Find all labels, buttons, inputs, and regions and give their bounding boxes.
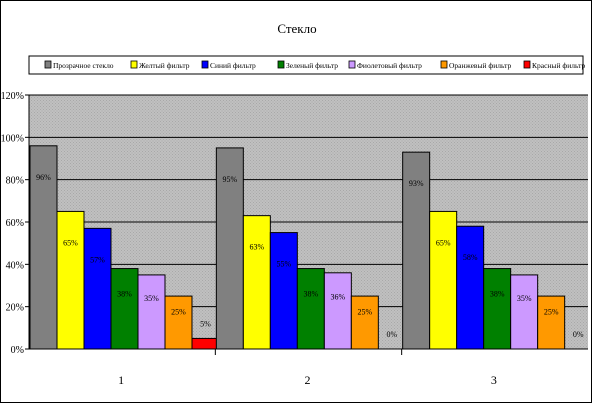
data-label: 35% — [144, 294, 159, 303]
bar — [269, 232, 298, 350]
data-label: 58% — [463, 253, 478, 262]
bar — [402, 151, 431, 350]
bar — [510, 274, 539, 350]
bar — [537, 295, 566, 350]
data-label: 38% — [490, 290, 505, 299]
legend-swatch — [523, 60, 531, 69]
legend-swatch — [348, 60, 356, 69]
bar — [56, 210, 85, 350]
data-label: 93% — [409, 179, 424, 188]
data-label: 25% — [357, 308, 372, 317]
bar — [191, 337, 220, 350]
legend-swatch — [440, 60, 448, 69]
y-tick-label: 20% — [6, 303, 24, 314]
legend-label: Желтый фильтр — [139, 61, 190, 70]
data-label: 65% — [436, 238, 451, 247]
data-label: 95% — [222, 175, 237, 184]
bar — [110, 268, 139, 350]
y-tick-label: 120% — [1, 91, 24, 102]
data-label: 57% — [90, 255, 105, 264]
bar — [215, 147, 244, 350]
x-tick-label: 2 — [305, 373, 311, 387]
legend-swatch — [201, 60, 209, 69]
y-tick-label: 100% — [1, 133, 24, 144]
data-label: 36% — [330, 292, 345, 301]
bar — [29, 145, 58, 350]
data-label: 35% — [517, 294, 532, 303]
legend-label: Синий фильтр — [210, 61, 256, 70]
bar — [164, 295, 193, 350]
plot-area: 0%20%40%60%80%100%120%196%65%57%38% 35%25… — [1, 91, 588, 387]
bar — [429, 210, 458, 350]
legend-label: Оранжевый фильтр — [449, 61, 512, 70]
bar — [83, 227, 112, 350]
legend-swatch — [130, 60, 138, 69]
y-tick-label: 60% — [6, 218, 24, 229]
x-tick-label: 3 — [491, 373, 497, 387]
bar — [350, 295, 379, 350]
bar — [323, 272, 352, 350]
data-label: 38% — [117, 290, 132, 299]
data-label: 96% — [36, 173, 51, 182]
data-label: 63% — [249, 243, 264, 252]
bar — [296, 268, 325, 350]
chart-legend: Прозрачное стекло Желтый фильтр Синий филь… — [28, 55, 585, 75]
data-label: 5% — [200, 319, 211, 328]
legend-label: Фиолетовый фильтр — [357, 61, 422, 70]
legend-label: Зеленый фильтр — [286, 61, 338, 70]
data-label: 0% — [386, 330, 397, 339]
chart-title: Стекло — [277, 21, 316, 36]
y-tick-label: 80% — [6, 176, 24, 187]
legend-swatch — [44, 60, 52, 69]
data-label: 25% — [544, 308, 559, 317]
bar — [242, 215, 271, 350]
x-tick-label: 1 — [118, 373, 124, 387]
bar — [456, 225, 485, 350]
legend-swatch — [277, 60, 285, 69]
data-label: 0% — [573, 330, 584, 339]
bar — [483, 268, 512, 350]
bar — [137, 274, 166, 350]
data-label: 65% — [63, 238, 78, 247]
data-label: 38% — [303, 290, 318, 299]
data-label: 55% — [276, 260, 291, 269]
legend-label: Прозрачное стекло — [53, 61, 114, 70]
legend-label: Красный фильтр — [532, 61, 585, 70]
y-tick-label: 40% — [6, 260, 24, 271]
data-label: 25% — [171, 308, 186, 317]
y-tick-label: 0% — [11, 345, 24, 356]
legend-box — [28, 55, 584, 75]
